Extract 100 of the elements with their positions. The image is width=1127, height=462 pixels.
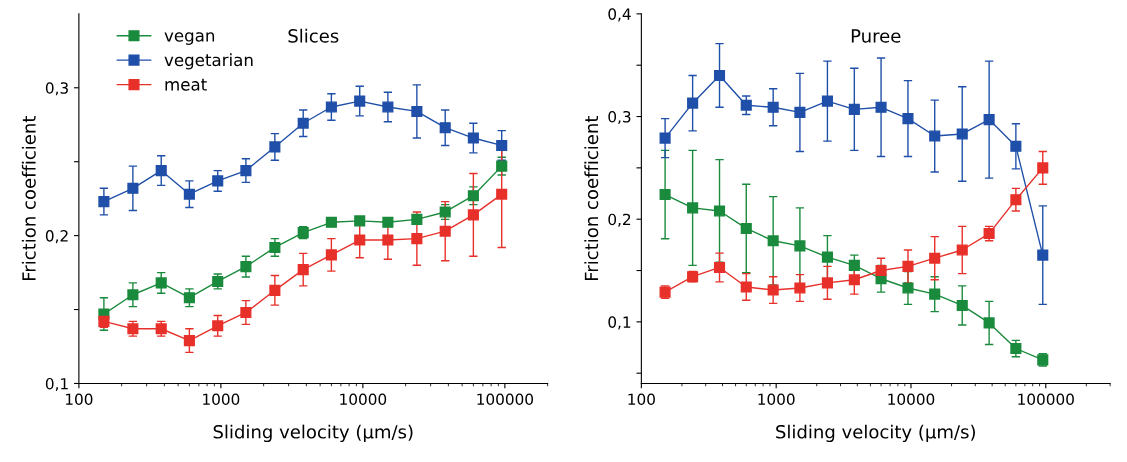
- point: [325, 249, 337, 261]
- point: [98, 196, 110, 208]
- point: [155, 165, 167, 177]
- point: [929, 288, 941, 300]
- point: [902, 282, 914, 294]
- point: [740, 281, 752, 293]
- x-tick-label: 10000: [888, 393, 935, 406]
- x-axis-title: Sliding velocity (µm/s): [213, 424, 413, 443]
- point: [956, 299, 968, 311]
- point: [240, 261, 252, 273]
- point: [240, 306, 252, 319]
- point: [439, 225, 451, 237]
- point: [713, 261, 726, 274]
- point: [659, 132, 671, 144]
- point: [875, 101, 887, 113]
- point: [956, 128, 968, 140]
- point: [687, 97, 699, 109]
- point: [1037, 162, 1049, 174]
- point: [929, 252, 941, 264]
- point: [496, 160, 508, 172]
- point: [740, 222, 752, 234]
- point: [467, 209, 479, 221]
- point: [687, 202, 699, 214]
- point: [713, 69, 726, 82]
- point: [269, 141, 281, 153]
- point: [382, 234, 394, 246]
- point: [183, 188, 195, 200]
- point: [411, 105, 423, 117]
- x-tick-label: 1000: [758, 393, 795, 406]
- point: [1037, 249, 1049, 261]
- point: [794, 106, 806, 118]
- point: [929, 130, 941, 142]
- point: [354, 95, 366, 107]
- point: [848, 103, 860, 115]
- point: [382, 216, 394, 228]
- point: [382, 101, 394, 113]
- point: [902, 260, 914, 272]
- point: [659, 188, 671, 201]
- y-axis-title: Friction coefficient: [584, 116, 599, 280]
- point: [875, 264, 887, 277]
- point: [767, 101, 779, 113]
- point: [212, 320, 224, 332]
- point: [98, 315, 110, 327]
- legend-label: meat: [165, 78, 207, 91]
- point: [983, 114, 995, 126]
- point: [269, 241, 281, 254]
- y-tick-label: 0,3: [45, 82, 68, 96]
- point: [1010, 194, 1022, 206]
- point: [740, 99, 752, 111]
- x-axis-title: Sliding velocity (µm/s): [776, 424, 975, 443]
- point: [767, 235, 779, 247]
- y-tick-label: 0,2: [45, 230, 68, 244]
- point: [956, 244, 968, 256]
- point: [155, 277, 167, 289]
- point: [713, 205, 726, 217]
- point: [127, 289, 139, 301]
- point: [767, 284, 779, 296]
- point: [411, 213, 423, 225]
- y-tick-label: 0,2: [608, 213, 631, 227]
- point: [902, 113, 914, 125]
- point: [848, 259, 860, 271]
- point: [983, 317, 995, 329]
- y-tick-label: 0,1: [45, 377, 68, 392]
- point: [848, 274, 860, 286]
- point: [821, 277, 833, 289]
- legend-label: vegan: [164, 32, 215, 45]
- point: [439, 122, 451, 134]
- text: Puree: [851, 29, 901, 43]
- legend-label: vegetarian: [164, 53, 253, 70]
- point: [325, 101, 337, 113]
- x-tick-label: 1000: [203, 393, 240, 406]
- point: [325, 216, 337, 228]
- point: [183, 335, 195, 347]
- text: Slices: [288, 28, 339, 43]
- point: [411, 233, 423, 245]
- y-axis-title: Friction coefficient: [21, 116, 36, 280]
- point: [212, 175, 224, 187]
- point: [467, 190, 479, 202]
- y-tick-label: 0,1: [608, 316, 631, 330]
- point: [354, 234, 366, 246]
- point: [794, 282, 806, 294]
- point: [127, 182, 139, 194]
- x-tick-label: 100: [628, 393, 655, 406]
- point: [496, 139, 508, 151]
- point: [496, 188, 508, 200]
- x-tick-label: 10000: [340, 393, 387, 406]
- y-tick-label: 0,4: [608, 8, 631, 22]
- y-tick-label: 0,3: [608, 110, 631, 125]
- point: [240, 165, 252, 177]
- point: [821, 95, 833, 107]
- point: [297, 264, 309, 276]
- point: [269, 284, 281, 296]
- x-tick-label: 100000: [1018, 393, 1074, 406]
- point: [1010, 140, 1022, 152]
- point: [467, 132, 479, 144]
- point: [297, 117, 309, 129]
- x-tick-label: 100: [65, 393, 93, 406]
- point: [354, 215, 366, 227]
- point: [821, 251, 833, 263]
- x-tick-label: 100000: [477, 393, 534, 406]
